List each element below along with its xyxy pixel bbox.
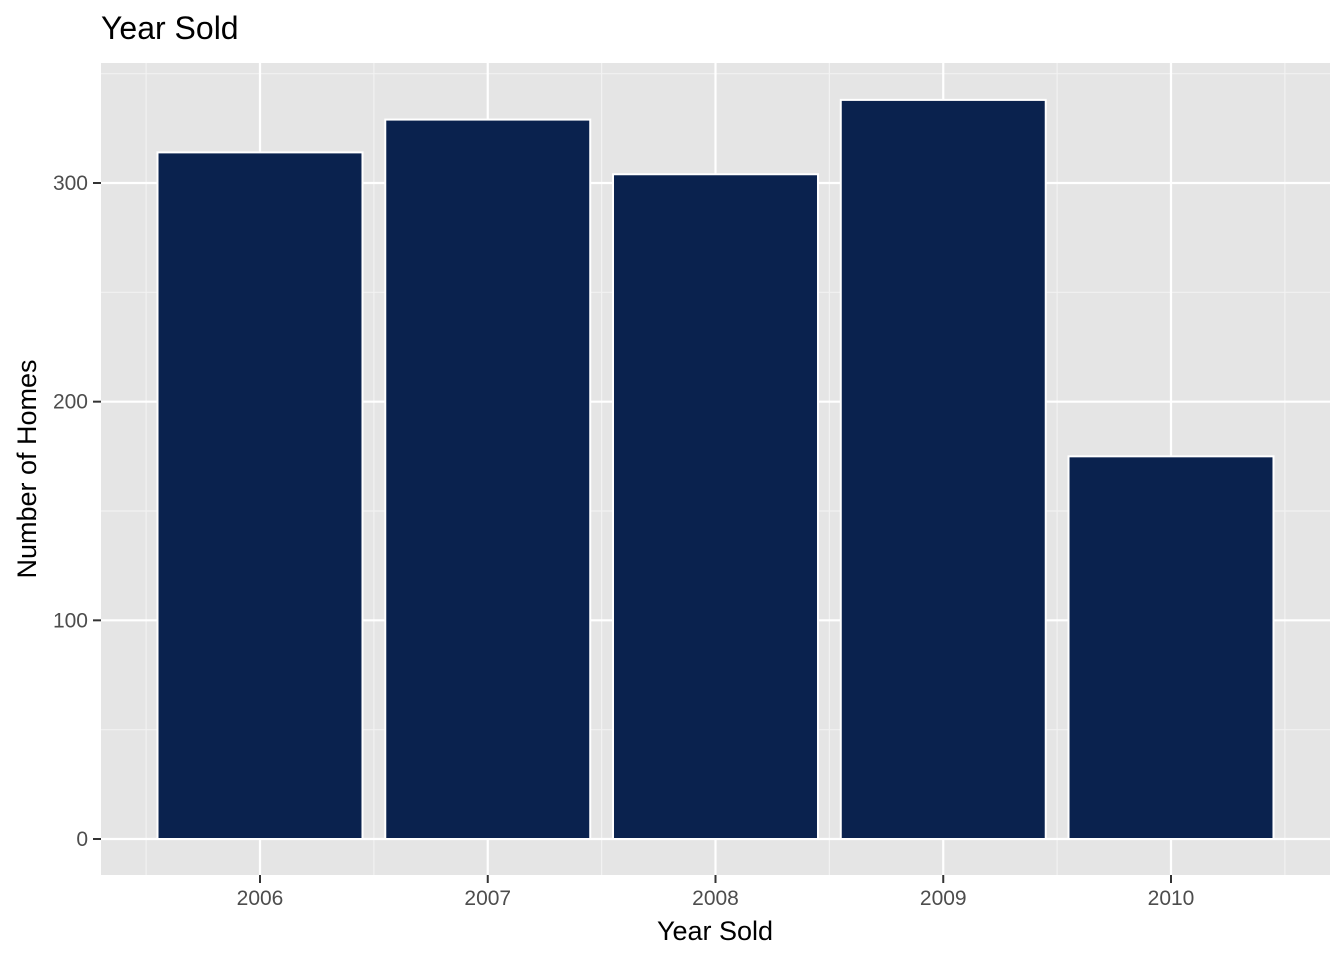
y-tick-label: 100 [53, 609, 88, 632]
x-tick-label: 2010 [1148, 887, 1195, 910]
bar-2010 [1067, 455, 1275, 840]
y-axis-title: Number of Homes [12, 359, 42, 578]
bar-2008 [612, 173, 819, 840]
x-tick-label: 2008 [692, 887, 739, 910]
x-tick-label: 2007 [464, 887, 511, 910]
bar-2009 [839, 98, 1047, 840]
y-tick-label: 0 [76, 828, 88, 851]
y-axis: 0 100 200 300 [53, 172, 101, 851]
x-tick-label: 2009 [920, 887, 967, 910]
y-tick-label: 300 [53, 172, 88, 195]
x-axis-title: Year Sold [657, 916, 773, 946]
bars [156, 98, 1275, 841]
bar-2007 [384, 118, 592, 840]
y-tick-label: 200 [53, 391, 88, 414]
chart-title: Year Sold [101, 10, 239, 46]
x-tick-label: 2006 [237, 887, 284, 910]
x-axis: 2006 2007 2008 2009 2010 [237, 875, 1195, 910]
bar-2006 [156, 151, 364, 841]
